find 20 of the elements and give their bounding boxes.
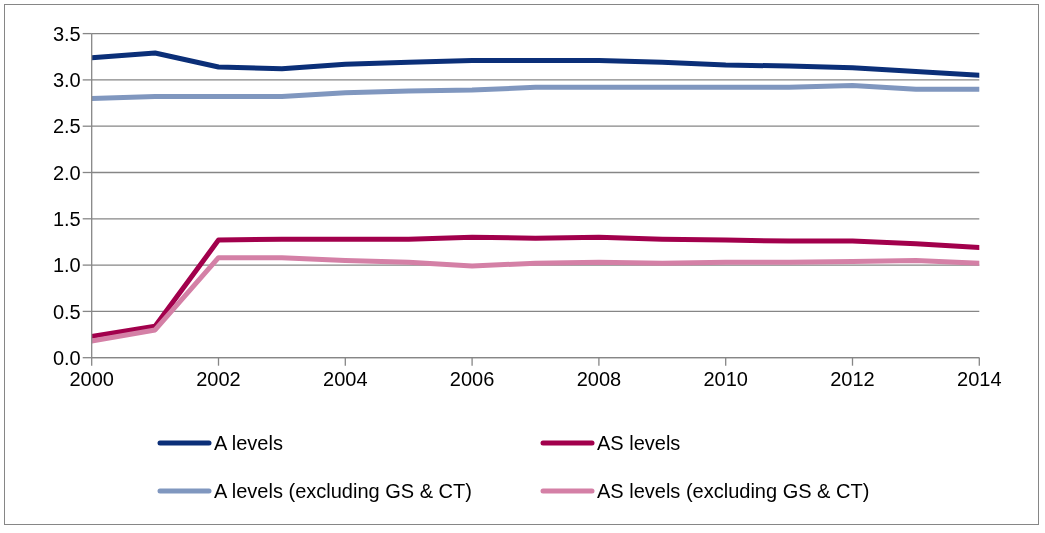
y-tick-label: 0.0 xyxy=(52,346,81,369)
x-tick-label: 2012 xyxy=(830,367,875,390)
x-tick-label: 2014 xyxy=(957,367,1002,390)
x-tick-label: 2008 xyxy=(576,367,622,390)
x-tick-label: 2006 xyxy=(449,367,495,390)
legend-label: AS levels (excluding GS & CT) xyxy=(597,479,870,503)
legend-label: AS levels xyxy=(597,431,681,455)
y-tick-label: 3.5 xyxy=(52,22,81,45)
legend-label: A levels (excluding GS & CT) xyxy=(214,479,472,503)
x-tick-label: 2000 xyxy=(69,367,114,390)
y-tick-label: 2.5 xyxy=(52,115,81,138)
legend-label: A levels xyxy=(214,431,283,455)
x-tick-label: 2010 xyxy=(703,367,748,390)
y-tick-label: 1.5 xyxy=(52,207,81,230)
x-tick-label: 2002 xyxy=(196,367,241,390)
y-tick-label: 1.0 xyxy=(52,254,81,277)
y-tick-label: 2.0 xyxy=(52,161,81,184)
y-tick-label: 3.0 xyxy=(52,69,81,91)
y-tick-label: 0.5 xyxy=(52,300,81,323)
x-tick-label: 2004 xyxy=(323,367,368,390)
